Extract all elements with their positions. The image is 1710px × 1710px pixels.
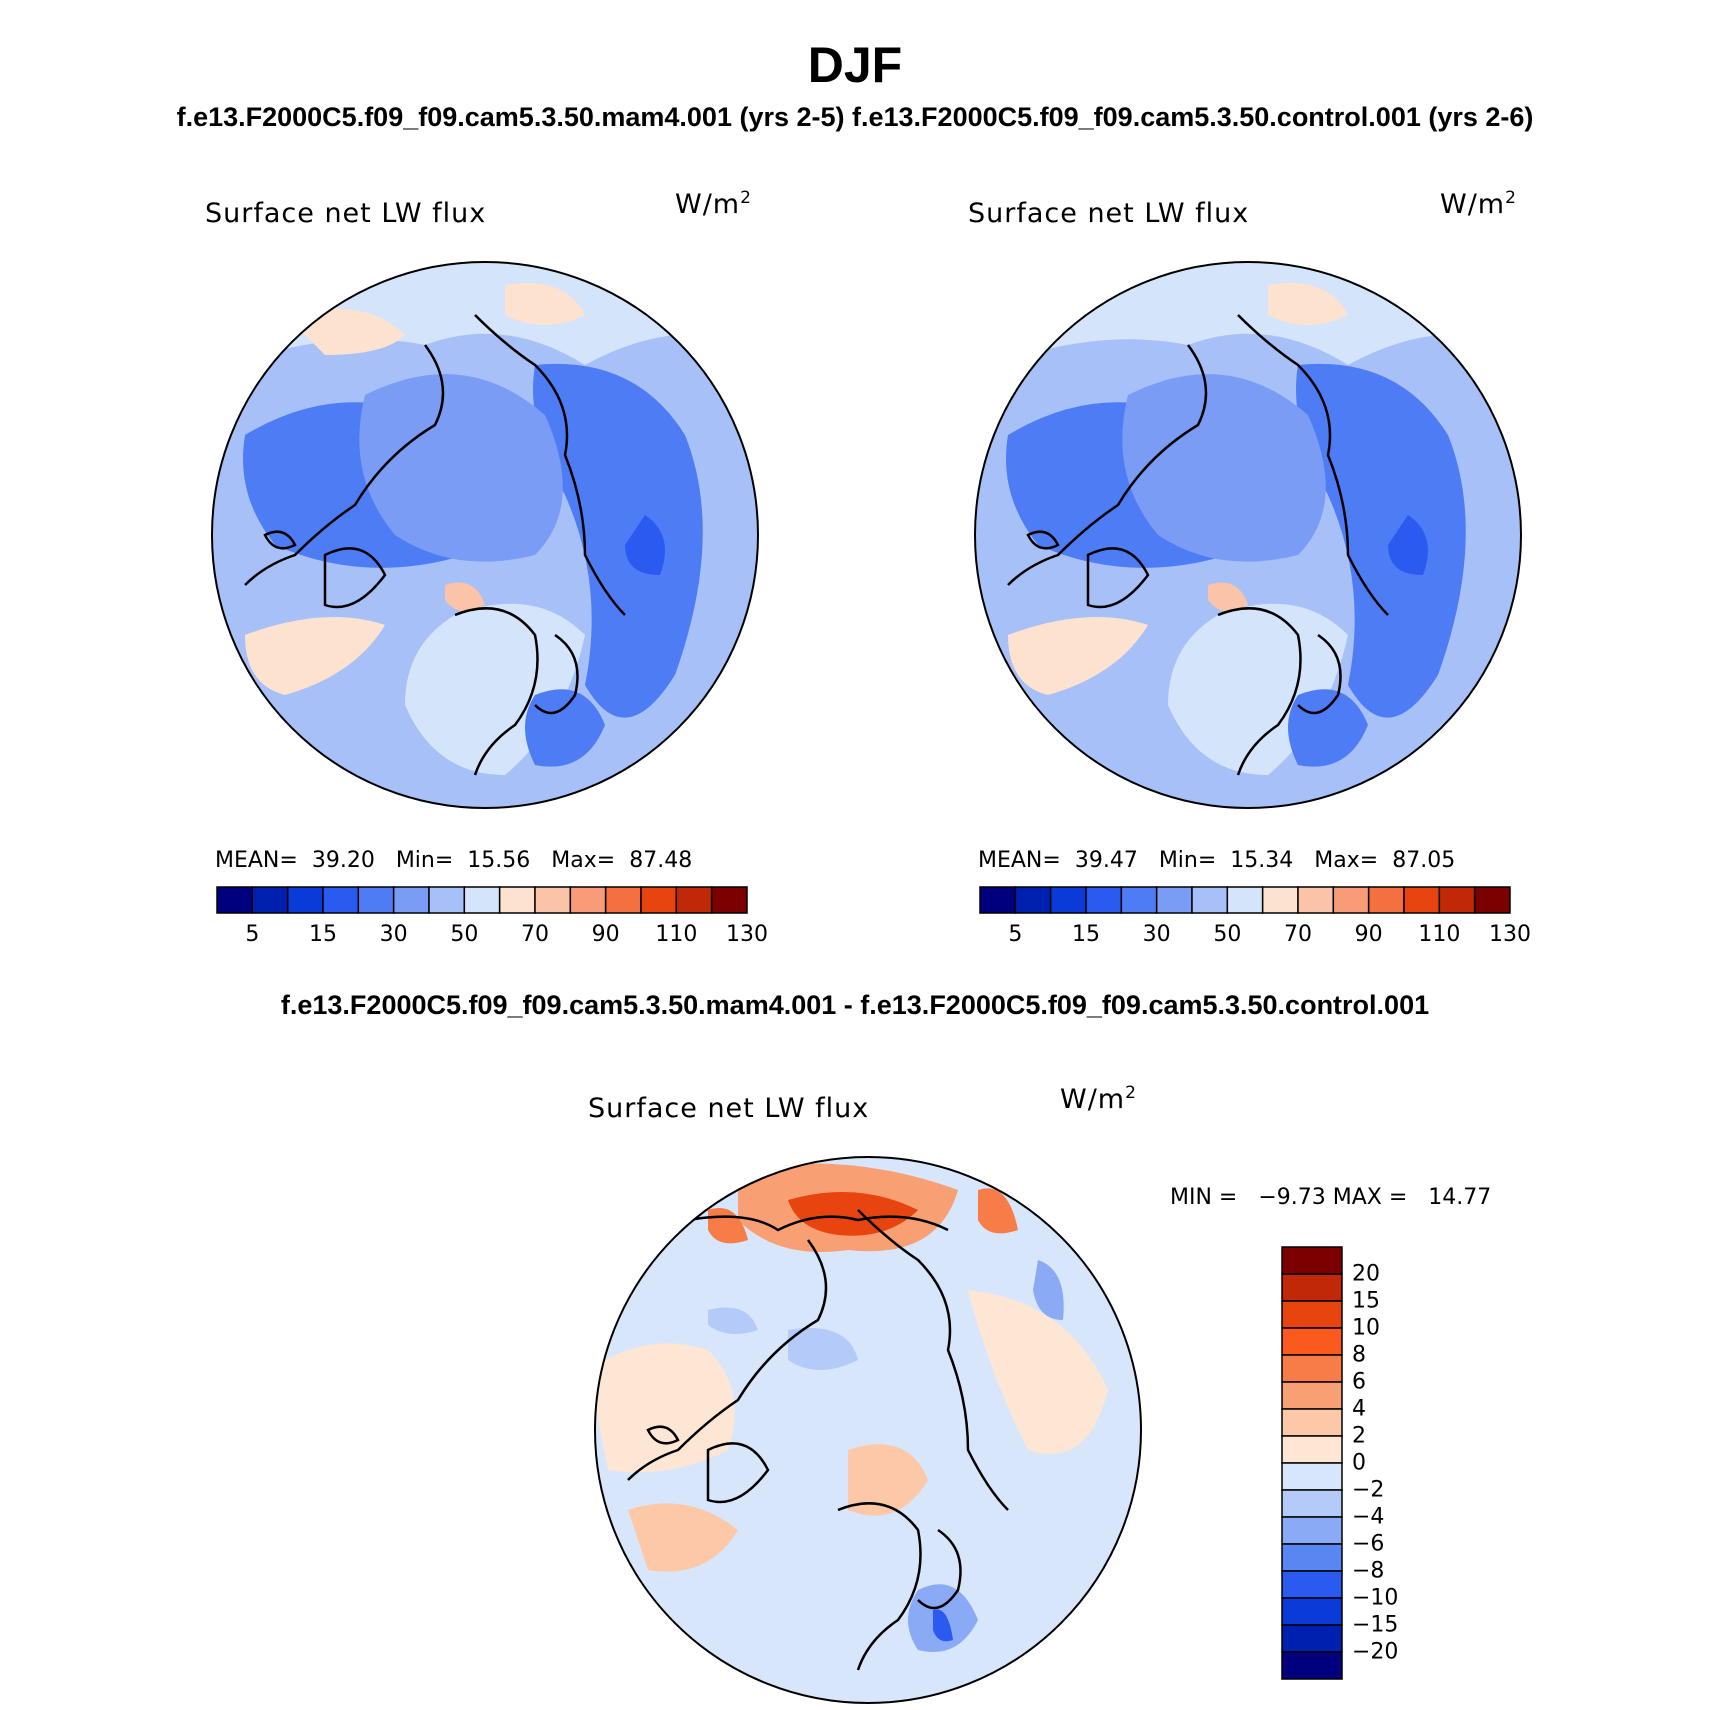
colorbar-swatch: [357, 886, 395, 914]
colorbar-swatch: [534, 886, 572, 914]
panel2-stats: MEAN= 39.47 Min= 15.34 Max= 87.05: [978, 848, 1456, 873]
colorbar-tick-label: −8: [1352, 1558, 1385, 1584]
panel1-map: [211, 261, 759, 809]
colorbar-tick-label: 50: [450, 922, 479, 947]
colorbar-tick-label: 15: [309, 922, 337, 947]
colorbar-tick-label: 130: [726, 922, 768, 947]
colorbar-swatch: [251, 886, 289, 914]
panel2-map: [974, 261, 1522, 809]
panel1-colorbar: [216, 886, 748, 914]
colorbar-swatch: [1261, 886, 1299, 914]
colorbar-tick-label: 0: [1352, 1450, 1366, 1476]
colorbar-swatch: [710, 886, 748, 914]
panel2-colorbar: [979, 886, 1511, 914]
colorbar-swatch: [392, 886, 430, 914]
panel1-units: W/m2: [675, 188, 752, 220]
colorbar-swatch: [1281, 1651, 1343, 1680]
colorbar-swatch: [1332, 886, 1370, 914]
colorbar-swatch: [428, 886, 466, 914]
colorbar-swatch: [498, 886, 536, 914]
colorbar-swatch: [1281, 1435, 1343, 1464]
colorbar-tick-label: 70: [521, 922, 549, 947]
colorbar-swatch: [1281, 1408, 1343, 1437]
panel1-stats: MEAN= 39.20 Min= 15.56 Max= 87.48: [215, 848, 693, 873]
diff-minmax: MIN = −9.73 MAX = 14.77: [1170, 1185, 1492, 1210]
colorbar-tick-label: 130: [1489, 922, 1531, 947]
colorbar-tick-label: −2: [1352, 1477, 1385, 1503]
colorbar-swatch: [1155, 886, 1193, 914]
colorbar-swatch: [979, 886, 1017, 914]
colorbar-swatch: [1403, 886, 1441, 914]
colorbar-tick-label: 4: [1352, 1396, 1366, 1422]
colorbar-swatch: [1281, 1273, 1343, 1302]
colorbar-swatch: [1085, 886, 1123, 914]
colorbar-tick-label: −10: [1352, 1585, 1399, 1611]
colorbar-tick-label: 110: [655, 922, 698, 947]
colorbar-swatch: [1281, 1381, 1343, 1410]
colorbar-tick-label: 5: [245, 922, 260, 947]
figure-title: DJF: [807, 37, 903, 93]
panel2-label: Surface net LW flux: [968, 198, 1250, 229]
colorbar-tick-label: 8: [1352, 1342, 1366, 1368]
colorbar-tick-label: 15: [1352, 1288, 1380, 1314]
diff-units: W/m2: [1060, 1083, 1137, 1115]
colorbar-swatch: [1014, 886, 1052, 914]
colorbar-swatch: [1281, 1300, 1343, 1329]
colorbar-swatch: [1297, 886, 1335, 914]
colorbar-swatch: [1281, 1516, 1343, 1545]
colorbar-tick-label: −20: [1352, 1639, 1399, 1665]
colorbar-swatch: [1226, 886, 1264, 914]
colorbar-swatch: [1281, 1462, 1343, 1491]
colorbar-tick-label: 110: [1418, 922, 1461, 947]
colorbar-swatch: [322, 886, 360, 914]
colorbar-swatch: [1281, 1624, 1343, 1653]
colorbar-tick-label: −4: [1352, 1504, 1385, 1530]
colorbar-tick-label: −6: [1352, 1531, 1385, 1557]
colorbar-swatch: [1281, 1246, 1343, 1275]
colorbar-swatch: [1438, 886, 1476, 914]
colorbar-swatch: [569, 886, 607, 914]
colorbar-tick-label: 6: [1352, 1369, 1366, 1395]
colorbar-swatch: [1473, 886, 1511, 914]
colorbar-swatch: [216, 886, 254, 914]
colorbar-tick-label: 30: [379, 922, 408, 947]
diff-colorbar: [1281, 1246, 1343, 1680]
colorbar-tick-label: 30: [1142, 922, 1171, 947]
diff-label: Surface net LW flux: [588, 1093, 870, 1124]
colorbar-swatch: [640, 886, 678, 914]
colorbar-swatch: [1281, 1597, 1343, 1626]
colorbar-tick-label: 5: [1008, 922, 1023, 947]
colorbar-swatch: [463, 886, 501, 914]
colorbar-swatch: [1281, 1354, 1343, 1383]
colorbar-swatch: [1281, 1327, 1343, 1356]
panel2-colorbar-ticks: 5 15 30 50 70 90 110 130: [978, 922, 1531, 952]
colorbar-tick-label: 70: [1284, 922, 1312, 947]
colorbar-swatch: [1191, 886, 1229, 914]
colorbar-tick-label: −15: [1352, 1612, 1399, 1638]
colorbar-swatch: [1281, 1570, 1343, 1599]
figure-subtitle: f.e13.F2000C5.f09_f09.cam5.3.50.mam4.001…: [176, 102, 1534, 132]
difference-title: f.e13.F2000C5.f09_f09.cam5.3.50.mam4.001…: [280, 990, 1430, 1020]
panel1-colorbar-ticks: 5 15 30 50 70 90 110 130: [215, 922, 768, 952]
diff-map: [594, 1156, 1142, 1704]
colorbar-swatch: [604, 886, 642, 914]
colorbar-tick-label: 90: [1354, 922, 1383, 947]
colorbar-tick-label: 20: [1352, 1261, 1380, 1287]
colorbar-swatch: [1281, 1489, 1343, 1518]
panel2-units: W/m2: [1440, 188, 1517, 220]
colorbar-tick-label: 50: [1213, 922, 1242, 947]
colorbar-swatch: [1367, 886, 1405, 914]
colorbar-swatch: [1049, 886, 1087, 914]
colorbar-tick-label: 15: [1072, 922, 1100, 947]
colorbar-swatch: [286, 886, 324, 914]
colorbar-swatch: [675, 886, 713, 914]
colorbar-swatch: [1281, 1543, 1343, 1572]
colorbar-swatch: [1120, 886, 1158, 914]
colorbar-tick-label: 10: [1352, 1315, 1380, 1341]
colorbar-tick-label: 90: [591, 922, 620, 947]
panel1-label: Surface net LW flux: [205, 198, 487, 229]
diff-colorbar-ticks: 20 15 10 8 6 4 2 0 −2 −4 −6 −8 −10 −15 −20: [1352, 1245, 1432, 1685]
colorbar-tick-label: 2: [1352, 1423, 1366, 1449]
